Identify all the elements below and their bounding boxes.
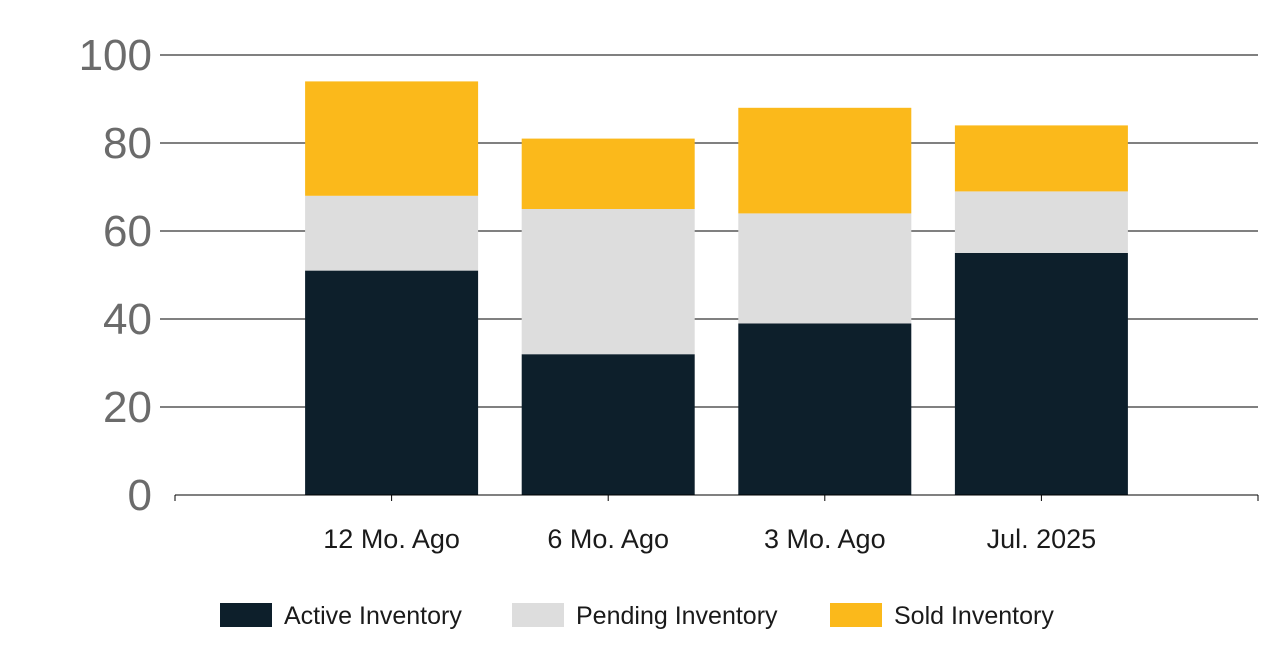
- bar-segment-active-inventory: [305, 270, 479, 495]
- legend-label: Pending Inventory: [576, 602, 778, 630]
- x-tick-label: 12 Mo. Ago: [323, 524, 460, 554]
- x-tick-label: 3 Mo. Ago: [764, 524, 886, 554]
- y-tick-label: 40: [103, 295, 152, 344]
- bar-segment-active-inventory: [954, 253, 1128, 495]
- y-tick-label: 20: [103, 383, 152, 432]
- legend-item-pending-inventory: Pending Inventory: [512, 602, 778, 630]
- y-tick-label: 80: [103, 119, 152, 168]
- bar-segment-pending-inventory: [738, 213, 912, 324]
- bar-segment-sold-inventory: [738, 107, 912, 214]
- bar-segment-pending-inventory: [954, 191, 1128, 253]
- legend-swatch: [220, 603, 272, 627]
- bar-segment-active-inventory: [738, 323, 912, 495]
- x-tick-label: 6 Mo. Ago: [547, 524, 669, 554]
- x-tick-label: Jul. 2025: [987, 524, 1097, 554]
- x-axis-ticks: 12 Mo. Ago 6 Mo. Ago 3 Mo. Ago Jul. 2025: [323, 524, 1096, 554]
- legend-item-active-inventory: Active Inventory: [220, 602, 462, 630]
- y-tick-label: 60: [103, 207, 152, 256]
- axes: [174, 494, 1259, 501]
- legend-label: Active Inventory: [284, 602, 462, 630]
- bar-segment-active-inventory: [521, 354, 695, 495]
- legend-item-sold-inventory: Sold Inventory: [830, 602, 1054, 630]
- bar-segment-pending-inventory: [521, 209, 695, 355]
- y-tick-label: 0: [128, 471, 152, 520]
- bars: [305, 81, 1128, 495]
- bar-segment-sold-inventory: [521, 138, 695, 209]
- bar-segment-sold-inventory: [305, 81, 479, 196]
- legend-swatch: [830, 603, 882, 627]
- y-axis-ticks: 0 20 40 60 80 100: [79, 31, 152, 520]
- bar-segment-sold-inventory: [954, 125, 1128, 192]
- legend: Active Inventory Pending Inventory Sold In…: [220, 602, 1054, 630]
- legend-swatch: [512, 603, 564, 627]
- legend-label: Sold Inventory: [894, 602, 1054, 630]
- y-tick-label: 100: [79, 31, 152, 80]
- bar-segment-pending-inventory: [305, 195, 479, 271]
